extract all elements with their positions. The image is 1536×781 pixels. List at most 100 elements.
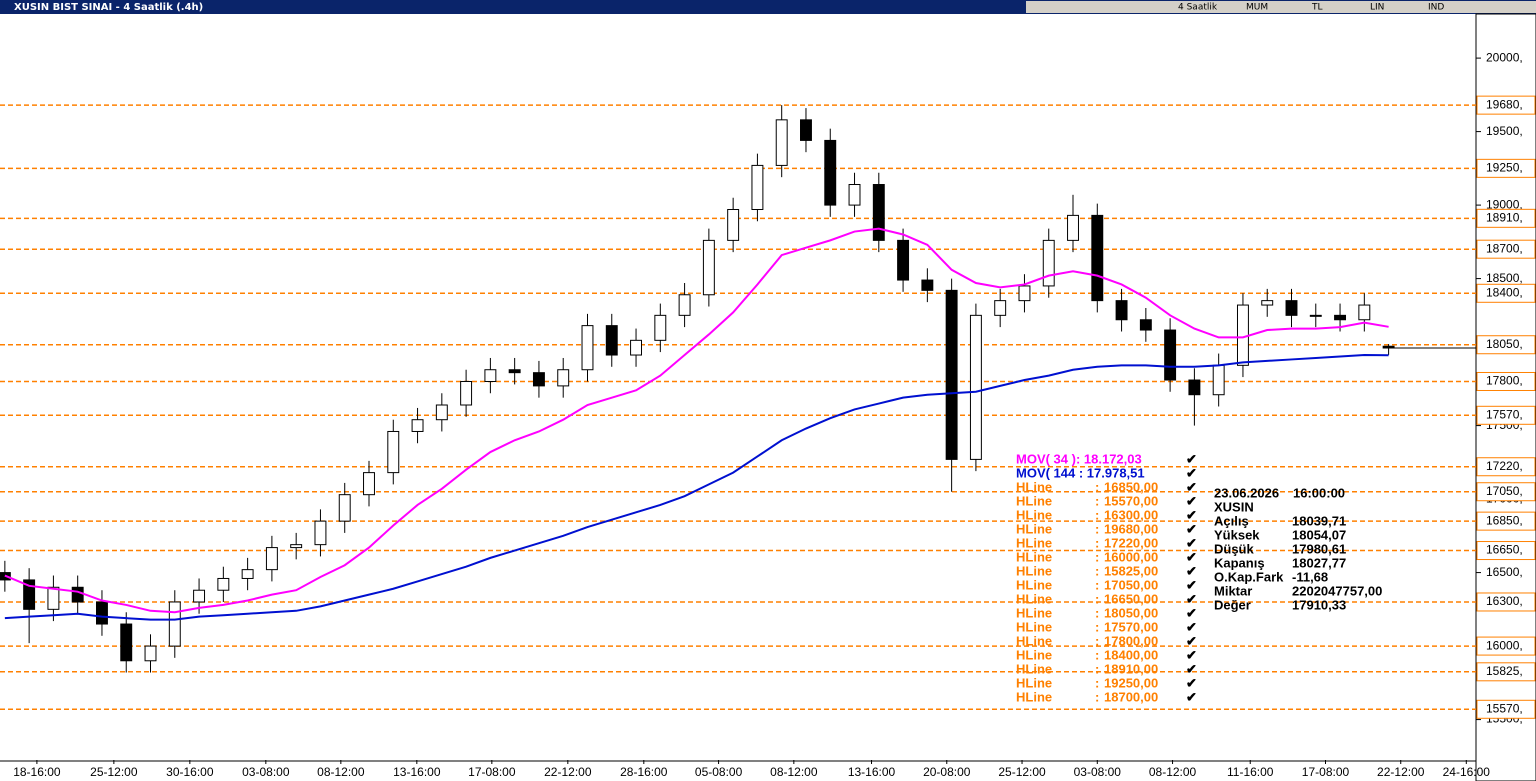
hline-label-box	[1476, 208, 1536, 228]
candle-body	[702, 239, 715, 296]
info-label: O.Kap.Fark	[1214, 569, 1284, 584]
hline-label-box	[1476, 95, 1536, 115]
hline-legend-name: HLine	[1016, 535, 1052, 550]
hline-legend-check: ✔	[1186, 647, 1197, 662]
candle-body	[1334, 314, 1347, 321]
hline-legend-check: ✔	[1186, 493, 1197, 508]
info-value: 17980,61	[1292, 541, 1346, 556]
candle-body	[95, 601, 108, 625]
info-label: Yüksek	[1214, 527, 1260, 542]
hline-axis-label: 16650,	[1486, 543, 1523, 557]
candle-body	[1188, 379, 1201, 396]
hline-axis-label: 19680,	[1486, 97, 1523, 111]
candle-body	[921, 279, 934, 291]
candle-body	[71, 586, 84, 603]
hline-label-box	[1476, 636, 1536, 656]
info-date: 23.06.2026	[1214, 485, 1279, 500]
hline-legend-name: HLine	[1016, 689, 1052, 704]
hline-label-box	[1476, 239, 1536, 259]
info-value: -11,68	[1292, 569, 1328, 584]
info-value: 18054,07	[1292, 527, 1346, 542]
hline-legend-sep: :	[1095, 535, 1099, 550]
hline-legend-sep: :	[1095, 619, 1099, 634]
info-symbol: XUSIN	[1214, 499, 1254, 514]
hline-legend-sep: :	[1095, 633, 1099, 648]
hline-legend-check: ✔	[1186, 563, 1197, 578]
hline-legend-check: ✔	[1186, 591, 1197, 606]
hline-axis-label: 19250,	[1486, 161, 1523, 175]
x-tick-label: 22-12:00	[544, 765, 592, 779]
toolbar-item[interactable]: IND	[1428, 3, 1444, 13]
candle-body	[1358, 304, 1371, 321]
hline-legend-name: HLine	[1016, 591, 1052, 606]
hline-legend-name: HLine	[1016, 577, 1052, 592]
info-value: 2202047757,00	[1292, 583, 1382, 598]
hline-legend-sep: :	[1095, 647, 1099, 662]
candle-body	[47, 586, 60, 610]
x-tick-label: 03-08:00	[1074, 765, 1122, 779]
hline-legend-name: HLine	[1016, 661, 1052, 676]
hline-legend-check: ✔	[1186, 689, 1197, 704]
x-tick-label: 17-08:00	[1302, 765, 1350, 779]
candle-body	[994, 300, 1007, 316]
hline-axis-label: 18910,	[1486, 210, 1523, 224]
hline-legend-sep: :	[1095, 689, 1099, 704]
hline-axis-label: 16850,	[1486, 513, 1523, 527]
candle-body	[484, 369, 497, 382]
candle-body	[1212, 364, 1225, 396]
legend-entry: MOV( 144 : 17.978,51	[1016, 465, 1145, 480]
candle-body	[435, 404, 448, 421]
candle-body	[363, 472, 375, 496]
candle-body	[120, 623, 133, 662]
candle-body	[314, 520, 327, 546]
candle-body	[654, 314, 667, 341]
candle-body	[1018, 285, 1031, 302]
hline-legend-check: ✔	[1186, 661, 1197, 676]
hline-legend-name: HLine	[1016, 479, 1052, 494]
toolbar-item[interactable]: MUM	[1246, 3, 1268, 13]
legend-check: ✔	[1186, 465, 1197, 480]
x-tick-label: 30-16:00	[166, 765, 214, 779]
candle-body	[1139, 319, 1152, 331]
hline-label-box	[1476, 511, 1536, 531]
hline-label-box	[1476, 371, 1536, 391]
hline-legend-check: ✔	[1186, 605, 1197, 620]
hline-label-box	[1476, 457, 1536, 477]
x-tick-label: 13-16:00	[393, 765, 441, 779]
toolbar-item[interactable]: 4 Saatlik	[1178, 3, 1218, 13]
candle-body	[217, 577, 230, 591]
hline-axis-label: 15825,	[1486, 664, 1523, 678]
candle-body	[1067, 214, 1079, 241]
hline-label-box	[1476, 592, 1536, 612]
toolbar-item[interactable]: LIN	[1370, 3, 1384, 13]
candle-body	[1164, 329, 1177, 381]
x-tick-label: 11-16:00	[1227, 765, 1274, 779]
hline-legend-sep: :	[1095, 577, 1099, 592]
x-tick-label: 18-16:00	[13, 765, 61, 779]
hline-legend-value: 17220,00	[1104, 535, 1158, 550]
ma-line	[4, 354, 1389, 621]
candle-body	[1285, 300, 1298, 316]
candle-body	[508, 369, 521, 374]
y-tick-label: 18500,	[1486, 271, 1523, 285]
hline-legend-name: HLine	[1016, 605, 1052, 620]
toolbar-item[interactable]: TL	[1311, 3, 1323, 13]
x-tick-label: 28-16:00	[620, 765, 668, 779]
candle-body	[144, 645, 157, 662]
hline-legend-sep: :	[1095, 479, 1099, 494]
candle-body	[23, 579, 36, 610]
hline-label-box	[1476, 158, 1536, 178]
hline-legend-value: 18700,00	[1104, 689, 1158, 704]
x-tick-label: 08-12:00	[317, 765, 365, 779]
candle-body	[945, 289, 958, 460]
x-tick-label: 24-16:00	[1443, 765, 1491, 779]
hline-axis-label: 17050,	[1486, 484, 1523, 498]
hline-axis-label: 16000,	[1486, 638, 1523, 652]
hline-legend-check: ✔	[1186, 675, 1197, 690]
hline-legend-name: HLine	[1016, 493, 1052, 508]
hline-legend-check: ✔	[1186, 479, 1197, 494]
hline-axis-label: 17220,	[1486, 459, 1523, 473]
hline-legend-value: 19680,00	[1104, 521, 1158, 536]
candle-body	[1115, 300, 1128, 321]
